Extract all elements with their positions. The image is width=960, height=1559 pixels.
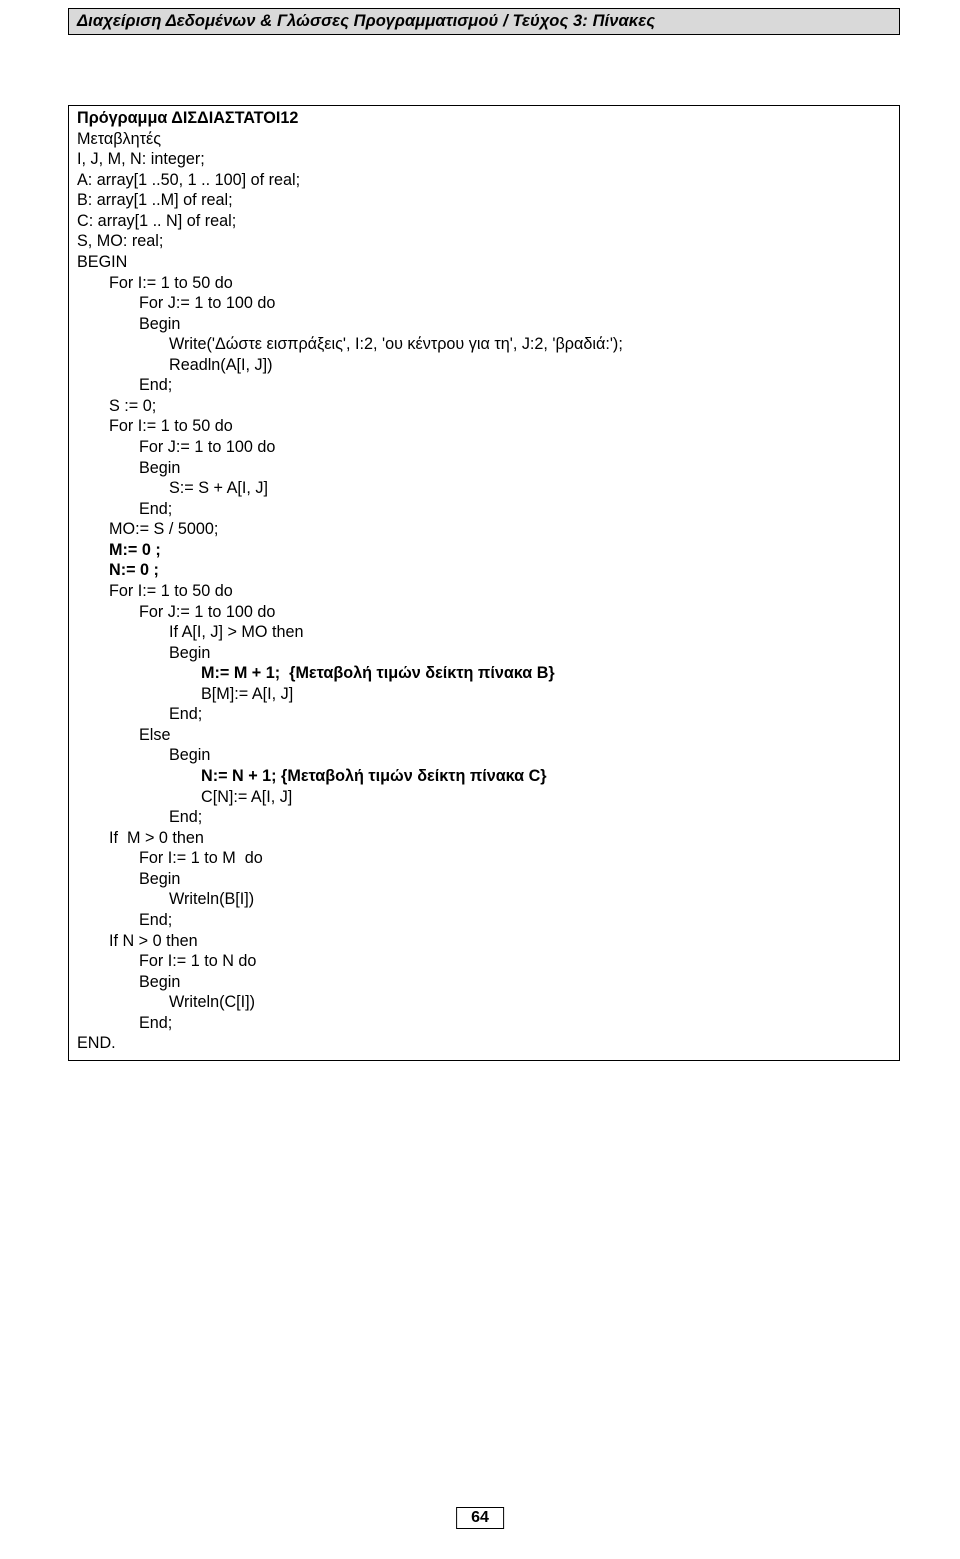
code-line: For I:= 1 to 50 do (77, 581, 891, 602)
code-line: Write('Δώστε εισπράξεις', I:2, 'ου κέντρ… (77, 334, 891, 355)
code-line: Else (77, 725, 891, 746)
code-line: Writeln(B[I]) (77, 889, 891, 910)
code-line: S:= S + A[I, J] (77, 478, 891, 499)
code-line: For I:= 1 to M do (77, 848, 891, 869)
code-line: End; (77, 375, 891, 396)
code-line: For J:= 1 to 100 do (77, 293, 891, 314)
code-line: Begin (77, 869, 891, 890)
code-line: C[N]:= A[I, J] (77, 787, 891, 808)
code-line: For J:= 1 to 100 do (77, 437, 891, 458)
code-line: MO:= S / 5000; (77, 519, 891, 540)
code-line: If M > 0 then (77, 828, 891, 849)
code-listing: Πρόγραμμα ΔΙΣΔΙΑΣΤΑΤΟΙ12 Μεταβλητές I, J… (68, 105, 900, 1061)
code-line: S := 0; (77, 396, 891, 417)
code-line: N:= N + 1; {Μεταβολή τιμών δείκτη πίνακα… (77, 766, 891, 787)
code-line: For I:= 1 to 50 do (77, 273, 891, 294)
code-line: M:= 0 ; (77, 540, 891, 561)
code-line: Μεταβλητές (77, 129, 891, 150)
code-line: End; (77, 807, 891, 828)
code-line: Begin (77, 643, 891, 664)
code-line: Begin (77, 972, 891, 993)
code-line: BEGIN (77, 252, 891, 273)
code-line: For J:= 1 to 100 do (77, 602, 891, 623)
code-line: If A[I, J] > MO then (77, 622, 891, 643)
code-line: S, MO: real; (77, 231, 891, 252)
code-line: Begin (77, 314, 891, 335)
code-line: For I:= 1 to 50 do (77, 416, 891, 437)
code-line: End; (77, 704, 891, 725)
code-line: For I:= 1 to N do (77, 951, 891, 972)
code-line: END. (77, 1033, 891, 1054)
page-number: 64 (456, 1507, 504, 1529)
code-line: Writeln(C[I]) (77, 992, 891, 1013)
code-line: If N > 0 then (77, 931, 891, 952)
code-line: End; (77, 499, 891, 520)
code-line: A: array[1 ..50, 1 .. 100] of real; (77, 170, 891, 191)
code-line: B: array[1 ..M] of real; (77, 190, 891, 211)
code-line: C: array[1 .. N] of real; (77, 211, 891, 232)
code-line: Πρόγραμμα ΔΙΣΔΙΑΣΤΑΤΟΙ12 (77, 108, 891, 129)
code-line: Begin (77, 458, 891, 479)
code-line: End; (77, 910, 891, 931)
code-line: B[M]:= A[I, J] (77, 684, 891, 705)
code-line: I, J, M, N: integer; (77, 149, 891, 170)
code-line: End; (77, 1013, 891, 1034)
code-line: Begin (77, 745, 891, 766)
page-container: Διαχείριση Δεδομένων & Γλώσσες Προγραμμα… (0, 0, 960, 1559)
code-line: N:= 0 ; (77, 560, 891, 581)
code-line: Readln(A[I, J]) (77, 355, 891, 376)
page-header: Διαχείριση Δεδομένων & Γλώσσες Προγραμμα… (68, 8, 900, 35)
code-line: M:= M + 1; {Μεταβολή τιμών δείκτη πίνακα… (77, 663, 891, 684)
